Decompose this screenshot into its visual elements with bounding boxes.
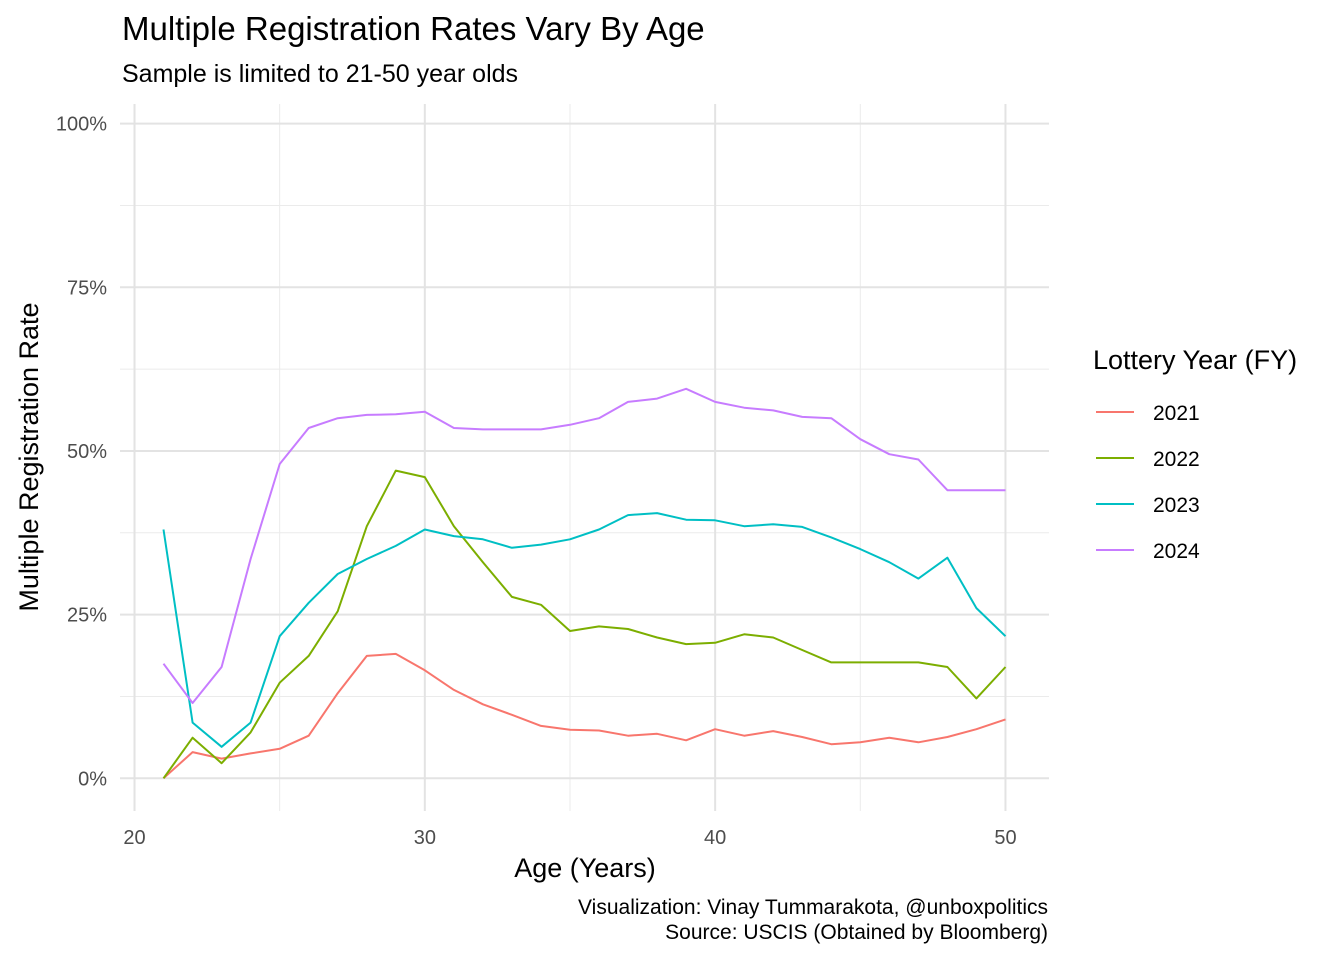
y-tick-label: 75% (67, 277, 107, 299)
series-line-2021 (162, 652, 1006, 780)
caption-source: Source: USCIS (Obtained by Bloomberg) (665, 921, 1048, 944)
legend: Lottery Year (FY) 2021 2022 2023 2024 (1093, 345, 1297, 563)
series-lines (162, 387, 1007, 780)
y-tick-label: 50% (67, 441, 107, 463)
y-tick-label: 100% (56, 114, 107, 136)
grid-major (120, 104, 1049, 811)
x-tick-label: 20 (123, 827, 145, 849)
legend-title: Lottery Year (FY) (1093, 345, 1297, 375)
x-tick-label: 50 (994, 827, 1016, 849)
x-tick-label: 40 (704, 827, 726, 849)
caption-visualization: Visualization: Vinay Tummarakota, @unbox… (578, 896, 1048, 919)
y-tick-label: 25% (67, 605, 107, 627)
legend-label-2021: 2021 (1153, 402, 1200, 425)
y-axis-ticks: 0% 25% 50% 75% 100% (56, 114, 107, 791)
x-tick-label: 30 (414, 827, 436, 849)
series-line-2023 (162, 512, 1007, 748)
series-line-2022 (162, 469, 1007, 779)
y-axis-title: Multiple Registration Rate (14, 302, 44, 611)
grid-minor (120, 104, 1049, 811)
x-axis-title: Age (Years) (514, 853, 656, 883)
chart-subtitle: Sample is limited to 21-50 year olds (122, 60, 519, 88)
x-axis-ticks: 20 30 40 50 (123, 827, 1016, 849)
chart-title: Multiple Registration Rates Vary By Age (122, 10, 705, 47)
legend-label-2024: 2024 (1153, 540, 1200, 563)
series-line-2024 (162, 387, 1006, 704)
legend-label-2022: 2022 (1153, 448, 1200, 471)
legend-label-2023: 2023 (1153, 494, 1200, 517)
y-tick-label: 0% (78, 768, 107, 790)
